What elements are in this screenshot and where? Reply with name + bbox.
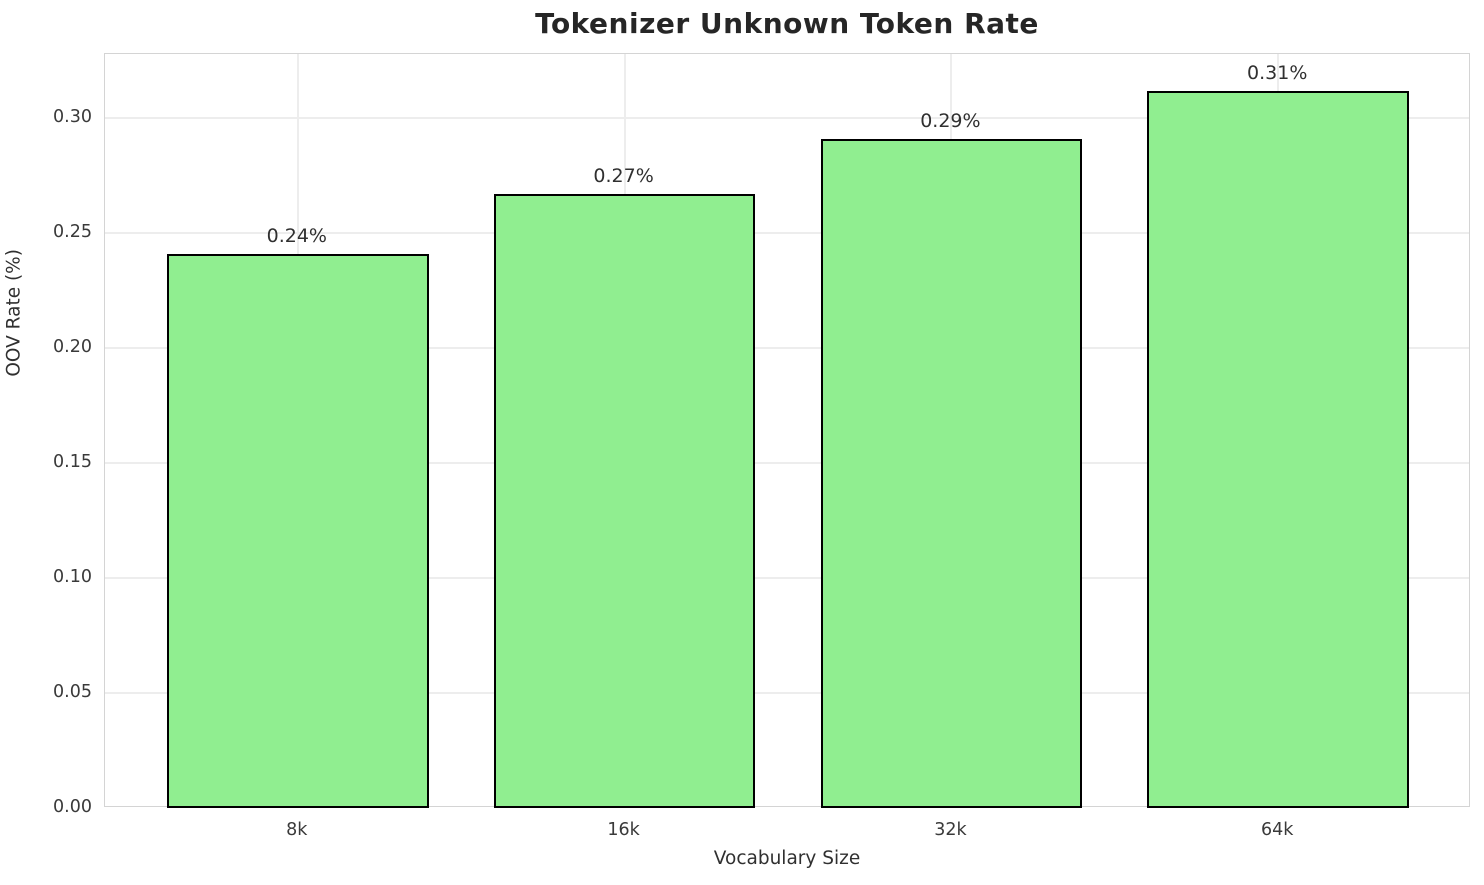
bar-value-label: 0.29% <box>920 110 981 133</box>
gridline-h <box>105 692 1469 695</box>
bar <box>493 194 756 808</box>
y-tick-label: 0.05 <box>53 682 92 703</box>
bar-value-label: 0.31% <box>1247 61 1308 84</box>
y-tick-label: 0.00 <box>53 797 92 817</box>
y-tick-label: 0.30 <box>53 107 92 128</box>
gridline-h <box>105 462 1469 465</box>
x-axis-label: Vocabulary Size <box>713 848 861 869</box>
bar-value-label: 0.27% <box>593 165 654 188</box>
x-tick-label: 32k <box>934 820 967 840</box>
gridline-h <box>105 577 1469 580</box>
bar <box>820 139 1083 808</box>
bar <box>167 253 429 808</box>
y-axis-label: OOV Rate (%) <box>3 249 25 377</box>
y-tick-label: 0.20 <box>53 337 92 358</box>
chart-title: Tokenizer Unknown Token Rate <box>535 7 1039 40</box>
x-tick-label: 8k <box>286 820 308 840</box>
x-tick-label: 64k <box>1260 820 1294 840</box>
gridline-h <box>105 232 1469 235</box>
bar-value-label: 0.24% <box>266 224 327 247</box>
gridline-h <box>105 347 1469 350</box>
plot-area <box>104 53 1470 808</box>
bar <box>1147 90 1409 808</box>
x-tick-label: 16k <box>607 820 640 840</box>
y-tick-label: 0.15 <box>53 452 92 473</box>
y-tick-label: 0.25 <box>53 222 92 243</box>
y-tick-label: 0.10 <box>53 567 92 588</box>
gridline-h <box>105 117 1469 120</box>
